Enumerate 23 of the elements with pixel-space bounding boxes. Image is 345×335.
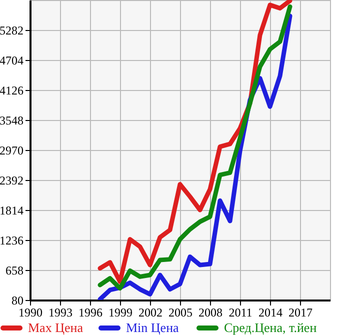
- y-tick-label: 658: [6, 264, 24, 278]
- x-tick-label: 1990: [18, 306, 42, 320]
- x-tick-label: 2014: [258, 306, 282, 320]
- x-tick-label: 1996: [78, 306, 102, 320]
- y-tick-label: 2970: [0, 144, 24, 158]
- x-tick-label: 2002: [138, 306, 162, 320]
- legend-label: Min Цена: [126, 320, 180, 335]
- legend-label: Max Цена: [28, 320, 84, 335]
- x-tick-label: 1999: [108, 306, 132, 320]
- y-tick-label: 4704: [0, 54, 24, 68]
- y-tick-label: 2392: [0, 174, 24, 188]
- y-tick-label: 1236: [0, 234, 24, 248]
- x-tick-label: 2005: [168, 306, 192, 320]
- x-tick-label: 2008: [198, 306, 222, 320]
- x-tick-label: 2011: [228, 306, 252, 320]
- legend-label: Сред.Цена, т.йен: [224, 320, 317, 335]
- y-tick-label: 5282: [0, 24, 24, 38]
- x-tick-label: 1993: [48, 306, 72, 320]
- y-tick-label: 80: [12, 294, 24, 308]
- y-tick-label: 1814: [0, 204, 24, 218]
- y-tick-label: 3548: [0, 114, 24, 128]
- y-tick-label: 4126: [0, 84, 24, 98]
- x-tick-label: 2017: [288, 306, 312, 320]
